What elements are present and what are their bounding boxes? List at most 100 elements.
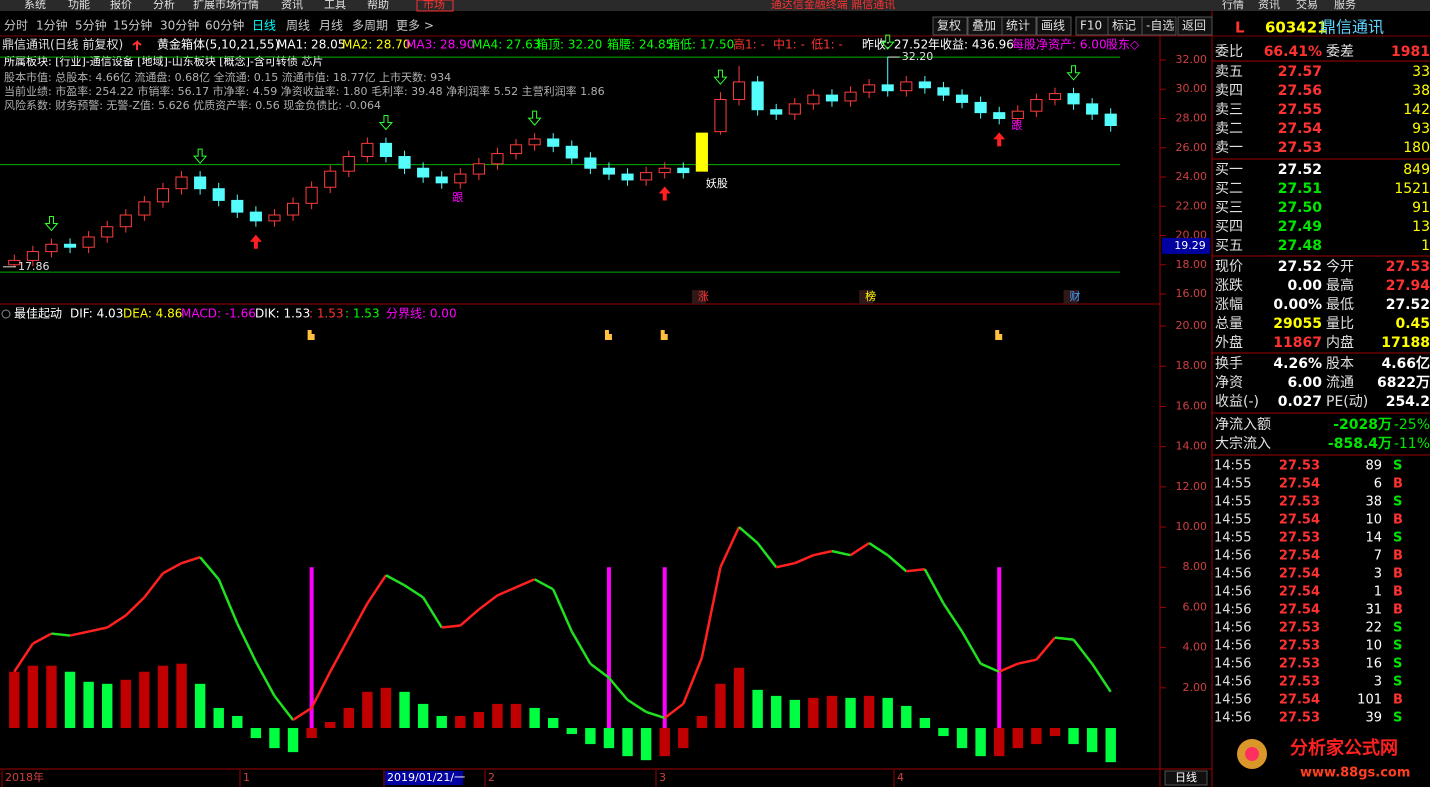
trade-volume: 31 — [1365, 603, 1382, 618]
toolbar-button[interactable]: 统计 — [1006, 19, 1030, 33]
date-label: 2019/01/21/一 — [387, 771, 465, 784]
period-tab[interactable]: 15分钟 — [113, 18, 152, 33]
quote-cell: 卖五 — [1215, 64, 1243, 80]
menu-item[interactable]: 报价 — [110, 0, 132, 11]
period-tab[interactable]: 周线 — [286, 19, 310, 33]
y-tick-label: 16.00 — [1176, 399, 1208, 412]
trade-time: 14:55 — [1214, 495, 1251, 510]
period-tab[interactable]: 日线 — [252, 19, 276, 33]
period-tab[interactable]: 5分钟 — [75, 18, 107, 33]
candle-body — [621, 173, 634, 181]
macd-bar — [1105, 728, 1116, 763]
quote-cell: 27.48 — [1278, 238, 1322, 254]
menu-item[interactable]: 分析 — [153, 0, 175, 11]
period-tab[interactable]: 1分钟 — [36, 18, 68, 33]
period-tab[interactable]: 60分钟 — [205, 18, 244, 33]
toolbar-button-frame — [1001, 16, 1037, 36]
y-tick-label: 18.00 — [1176, 258, 1208, 271]
macd-bar — [232, 715, 243, 729]
y-tick-label: 26.00 — [1176, 141, 1208, 154]
trade-price: 27.53 — [1279, 711, 1320, 726]
toolbar-button[interactable]: F10 — [1080, 19, 1102, 33]
period-tab[interactable]: 分时 — [4, 19, 28, 33]
period-tab[interactable]: 月线 — [319, 19, 343, 33]
period-tab[interactable]: 更多 > — [396, 19, 434, 33]
event-badge — [691, 290, 706, 304]
dif-segment — [217, 578, 239, 624]
toolbar-button[interactable]: -自选 — [1146, 19, 1174, 33]
macd-bar — [380, 687, 392, 729]
menu-item[interactable]: 扩展市场行情 — [193, 0, 259, 11]
toolbar-button[interactable]: 复权 — [937, 19, 961, 33]
candle-body — [732, 81, 746, 100]
menu-bar — [0, 0, 1430, 11]
quote-cell: 卖四 — [1215, 83, 1243, 99]
candle-body — [119, 214, 132, 228]
quote-cell: 买二 — [1215, 181, 1243, 197]
candle-body — [342, 156, 355, 172]
panel-tab[interactable]: 服务 — [1334, 0, 1356, 11]
quote-cell: 11867 — [1273, 335, 1322, 351]
menu-item[interactable]: 功能 — [68, 0, 90, 11]
menu-item[interactable]: 工具 — [324, 0, 346, 11]
y-tick-label: 6.00 — [1183, 600, 1208, 613]
toolbar-button-frame — [1177, 16, 1213, 36]
toolbar-button[interactable]: 标记 — [1112, 19, 1136, 33]
quote-cell: 买四 — [1215, 219, 1243, 235]
candle-body — [1030, 98, 1043, 112]
panel-tab[interactable]: 资讯 — [1258, 0, 1280, 11]
candle-body — [565, 145, 578, 159]
candle-body — [602, 167, 616, 175]
quote-cell: 买五 — [1215, 238, 1243, 254]
hand-icon — [995, 330, 1003, 340]
macd-bar — [938, 728, 949, 737]
toolbar-button[interactable]: 叠加 — [972, 19, 996, 33]
signal-bar — [309, 567, 314, 729]
toolbar-button[interactable]: 画线 — [1041, 19, 1065, 33]
toolbar-button[interactable]: 返回 — [1182, 19, 1206, 33]
stock-code: 603421 — [1265, 19, 1328, 37]
trade-price: 27.54 — [1279, 549, 1320, 564]
candle-body — [286, 202, 300, 216]
watermark-name: 分析家公式网 — [1290, 737, 1398, 759]
period-tab[interactable]: 30分钟 — [160, 18, 199, 33]
panel-tab[interactable]: 行情 — [1222, 0, 1244, 11]
event-badge — [859, 290, 874, 304]
dif-segment — [13, 642, 34, 673]
dif-segment — [496, 586, 517, 597]
trade-time: 14:56 — [1214, 711, 1251, 726]
menu-item[interactable]: 系统 — [24, 0, 46, 11]
trade-price: 27.53 — [1279, 531, 1320, 546]
quote-cell: 27.53 — [1278, 140, 1322, 156]
trade-volume: 7 — [1374, 549, 1382, 564]
macd-bar — [863, 695, 875, 729]
trade-price: 27.54 — [1279, 567, 1320, 582]
menu-highlight — [416, 0, 454, 12]
quote-cell: 委差 — [1326, 44, 1354, 60]
macd-bar — [845, 697, 856, 729]
trade-volume: 14 — [1365, 531, 1382, 546]
period-label[interactable]: 日线 — [1175, 770, 1197, 784]
y-tick-label: 16.00 — [1176, 287, 1208, 300]
sell-arrow — [193, 148, 208, 164]
info-line: 股本市值: 总股本: 4.66亿 流通盘: 0.68亿 全流通: 0.15 流通… — [4, 70, 451, 84]
date-cursor-box — [385, 771, 463, 785]
trade-side: S — [1393, 621, 1402, 636]
trade-side: B — [1393, 693, 1403, 708]
event-badge — [1063, 290, 1078, 304]
macd-bar — [510, 703, 522, 729]
period-tab[interactable]: 多周期 — [352, 19, 388, 33]
macd-bar — [120, 679, 131, 729]
panel-tab[interactable]: 交易 — [1296, 0, 1318, 11]
macd-bar — [789, 699, 800, 729]
quote-cell: 买三 — [1215, 200, 1243, 216]
menu-item[interactable]: 市场 — [423, 0, 445, 11]
trade-price: 27.53 — [1279, 657, 1320, 672]
menu-item[interactable]: 帮助 — [367, 0, 389, 11]
app-title: 通达信金融终端 鼎信通讯 — [771, 0, 896, 11]
dif-segment — [292, 706, 313, 722]
candle-body — [714, 98, 727, 133]
candle-body — [361, 142, 374, 158]
menu-item[interactable]: 资讯 — [281, 0, 303, 11]
dif-segment — [682, 657, 704, 705]
